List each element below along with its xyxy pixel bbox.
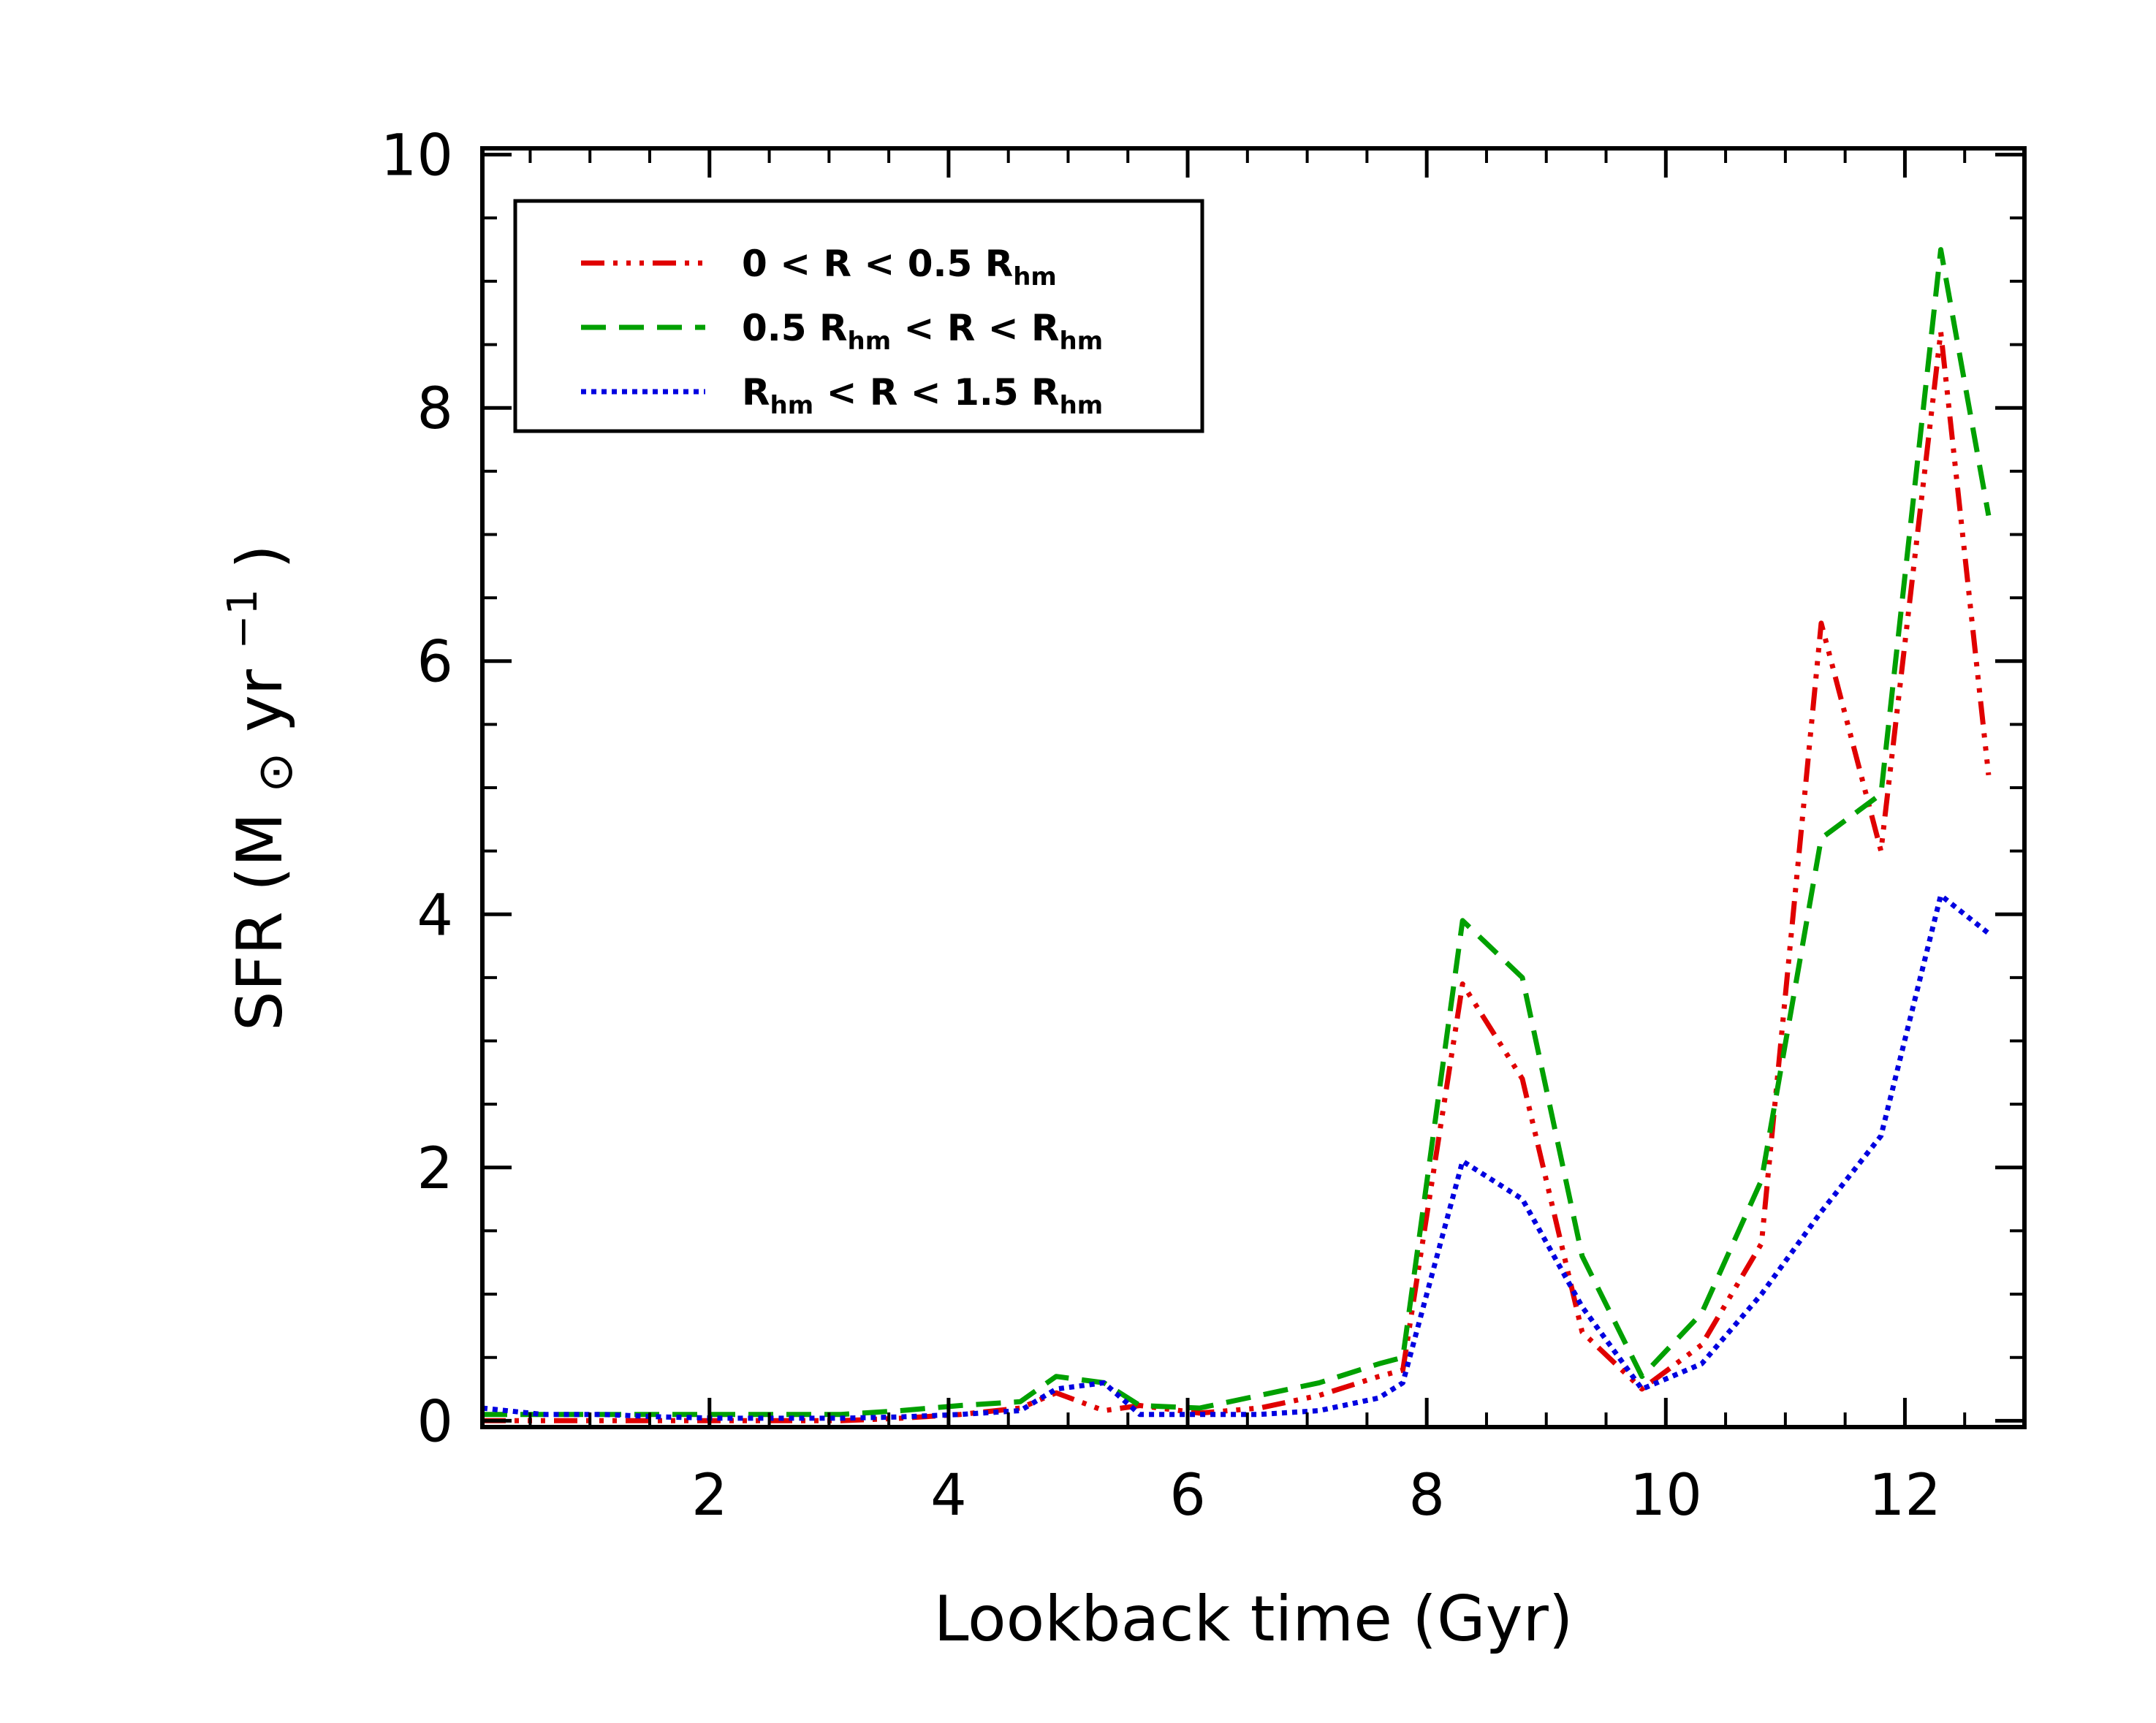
- x-tick-label-6: 6: [1169, 1463, 1206, 1529]
- legend-label-1: 0 < R < 0.5 Rhm: [742, 243, 1057, 292]
- y-tick-label-6: 6: [417, 630, 453, 696]
- x-tick-label-4: 4: [930, 1463, 967, 1529]
- legend-text-part: < R < R: [891, 307, 1059, 349]
- y-axis-label-exponent: −1: [219, 589, 267, 650]
- legend-subscript: hm: [1060, 391, 1104, 420]
- y-tick-label-0: 0: [417, 1389, 453, 1455]
- y-tick-label-10: 10: [381, 123, 453, 189]
- series-line-3: [482, 892, 1991, 1421]
- legend-subscript: hm: [1060, 327, 1104, 356]
- legend-subscript: hm: [1013, 262, 1057, 292]
- series-line-2: [482, 247, 1992, 1418]
- x-tick-label-2: 2: [691, 1463, 728, 1529]
- y-axis-label-main: SFR (M: [224, 813, 297, 1031]
- x-tick-label-12: 12: [1869, 1463, 1941, 1529]
- series-line-1: [482, 329, 1992, 1423]
- legend-text-part: 0 < R < 0.5 R: [742, 243, 1013, 285]
- legend-box: [513, 199, 1204, 433]
- legend-text-part: < R < 1.5 R: [813, 371, 1059, 414]
- y-tick-label-4: 4: [417, 883, 453, 948]
- y-tick-label-2: 2: [417, 1136, 453, 1202]
- legend-text-part: R: [742, 371, 770, 414]
- series-layer: [482, 247, 1992, 1423]
- x-tick-label-8: 8: [1408, 1463, 1445, 1529]
- legend-subscript: hm: [770, 391, 814, 420]
- y-axis-label: SFR (M ⊙ yr −1 ): [199, 544, 307, 1031]
- ticks-layer: 2 4 6 8 10 12 0 2 4 6 8 10: [381, 123, 2024, 1529]
- y-axis-label-close: ): [224, 544, 297, 569]
- legend-text-part: 0.5 R: [742, 307, 847, 349]
- y-tick-label-8: 8: [417, 376, 453, 442]
- sun-symbol: ⊙: [247, 752, 303, 792]
- x-tick-label-10: 10: [1630, 1463, 1702, 1529]
- y-axis-label-unit: yr: [224, 669, 297, 732]
- x-axis-label: Lookback time (Gyr): [934, 1583, 1574, 1656]
- legend-label-2: 0.5 Rhm < R < Rhm: [742, 307, 1103, 356]
- legend-label-3: Rhm < R < 1.5 Rhm: [742, 371, 1103, 420]
- legend-subscript: hm: [847, 327, 891, 356]
